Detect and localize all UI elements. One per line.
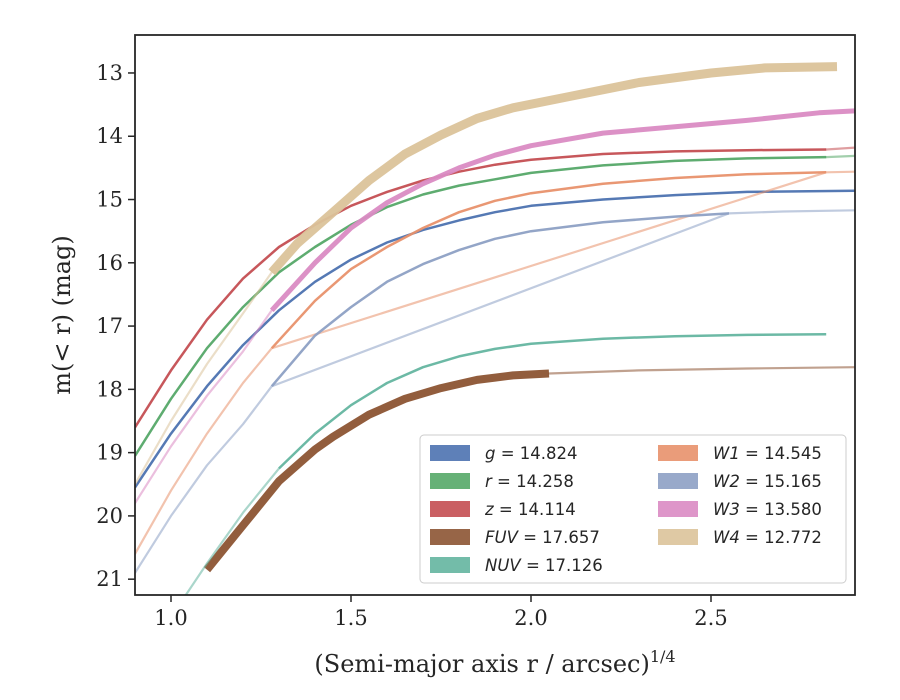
- series-W4-line: [268, 62, 838, 276]
- legend-label-z: z = 14.114: [484, 500, 576, 519]
- legend-item-FUV: FUV = 17.657: [430, 528, 600, 547]
- y-tick-label: 18: [96, 377, 123, 401]
- series-z-faded-line: [825, 146, 855, 151]
- series-W2-line: [270, 212, 730, 388]
- y-tick-label: 21: [96, 567, 123, 591]
- legend-item-W1: W1 = 14.545: [658, 444, 822, 463]
- y-tick-label: 16: [96, 251, 123, 275]
- legend-item-g: g = 14.824: [430, 444, 578, 463]
- series-W4: [135, 62, 838, 486]
- series-layer: [135, 62, 855, 595]
- x-axis-label: (Semi-major axis r / arcsec)1/4: [314, 647, 675, 678]
- legend-swatch-W1: [658, 445, 698, 461]
- series-W3-faded-line: [135, 309, 273, 505]
- y-tick-label: 15: [96, 188, 123, 212]
- legend-label-W3: W3 = 13.580: [713, 500, 822, 519]
- series-W3: [135, 108, 855, 505]
- legend-label-W4: W4 = 12.772: [713, 528, 822, 547]
- legend-swatch-W3: [658, 501, 698, 517]
- x-tick-label: 2.5: [694, 606, 727, 630]
- legend-item-r: r = 14.258: [430, 472, 574, 491]
- x-axis-label-text: (Semi-major axis r / arcsec): [314, 650, 649, 678]
- legend-swatch-NUV: [430, 557, 470, 573]
- x-tick-label: 1.5: [334, 606, 367, 630]
- legend-item-W4: W4 = 12.772: [658, 528, 822, 547]
- legend-item-W2: W2 = 15.165: [658, 472, 822, 491]
- series-W1: [135, 170, 855, 555]
- series-NUV-line: [278, 333, 827, 470]
- series-FUV: [203, 366, 855, 573]
- legend-frame: [419, 434, 847, 584]
- series-W2: [135, 209, 855, 574]
- legend-label-g: g = 14.824: [485, 444, 578, 463]
- legend-swatch-z: [430, 501, 470, 517]
- series-W3-line: [269, 108, 855, 312]
- series-NUV-faded-line: [184, 467, 281, 595]
- x-tick-label: 1.0: [154, 606, 187, 630]
- series-NUV: [184, 333, 827, 595]
- series-r-faded-line: [825, 154, 855, 159]
- series-FUV-faded-line: [547, 366, 855, 375]
- legend-label-W2: W2 = 15.165: [713, 472, 822, 491]
- series-z-line: [135, 148, 827, 428]
- legend: g = 14.824 r = 14.258 z = 14.114 FUV = 17.6…: [419, 434, 847, 584]
- legend-swatch-W2: [658, 473, 698, 489]
- legend-swatch-W4: [658, 529, 698, 545]
- legend-label-NUV: NUV = 17.126: [485, 556, 603, 575]
- y-tick-label: 19: [96, 441, 123, 465]
- x-axis-label-exponent: 1/4: [650, 647, 676, 666]
- series-FUV-line: [203, 369, 550, 573]
- y-axis-label: m(< r) (mag): [48, 235, 76, 394]
- x-tick-label: 2.0: [514, 606, 547, 630]
- legend-item-W3: W3 = 13.580: [658, 500, 822, 519]
- y-tick-label: 17: [96, 314, 123, 338]
- x-axis: 1.0 1.5 2.0 2.5: [154, 595, 728, 630]
- series-W4-faded-line: [135, 271, 273, 486]
- y-tick-label: 13: [96, 61, 123, 85]
- series-r-line: [135, 155, 827, 457]
- series-r: [135, 154, 855, 457]
- series-z: [135, 146, 855, 428]
- y-tick-label: 20: [96, 504, 123, 528]
- legend-swatch-r: [430, 473, 470, 489]
- legend-swatch-g: [430, 445, 470, 461]
- legend-swatch-FUV: [430, 529, 470, 545]
- y-tick-label: 14: [96, 124, 123, 148]
- plot-frame: [134, 34, 856, 596]
- legend-label-W1: W1 = 14.545: [713, 444, 822, 463]
- series-W1-line: [270, 171, 827, 350]
- legend-label-FUV: FUV = 17.657: [485, 528, 600, 547]
- legend-label-r: r = 14.258: [485, 472, 574, 491]
- legend-item-NUV: NUV = 17.126: [430, 556, 603, 575]
- series-W2-faded-line: [135, 209, 855, 574]
- legend-item-z: z = 14.114: [430, 500, 576, 519]
- y-axis: 13 14 15 16 17 18 19 20 21: [96, 61, 135, 591]
